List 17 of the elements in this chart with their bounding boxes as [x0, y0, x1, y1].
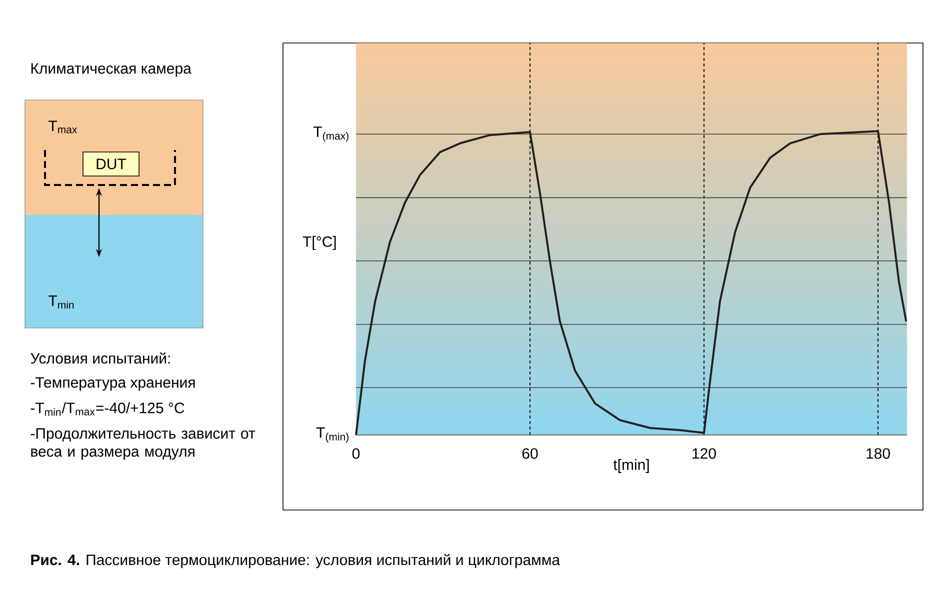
- text: Рис. 4. Пассивное термоциклирование: условия испытаний и циклограмма: [31, 554, 560, 568]
- text: Климатическая камера: [31, 63, 192, 77]
- x-axis-title: t[min]: [613, 459, 649, 473]
- x-tick-label: 0: [352, 448, 360, 459]
- text: DUT: [96, 158, 126, 170]
- ref-line-label: T$_{(max)}$: [313, 126, 348, 142]
- text: -Температура хранения: [30, 377, 195, 391]
- text: T$_{max}$: [48, 120, 78, 134]
- ref-line-label: T$_{(min)}$: [316, 427, 348, 443]
- x-tick-label: 60: [522, 448, 538, 459]
- x-tick-label: 180: [866, 448, 890, 459]
- y-axis-title: T[°C]: [302, 236, 336, 250]
- text: Условия испытаний:: [30, 352, 170, 364]
- x-tick-label: 120: [692, 448, 716, 459]
- text: -T$_{min}$/T$_{max}$=-40/+125 °C: [30, 402, 184, 416]
- text: T$_{min}$: [48, 296, 74, 308]
- text: -Продолжительность зависит от веса и размера модуля: [30, 428, 256, 460]
